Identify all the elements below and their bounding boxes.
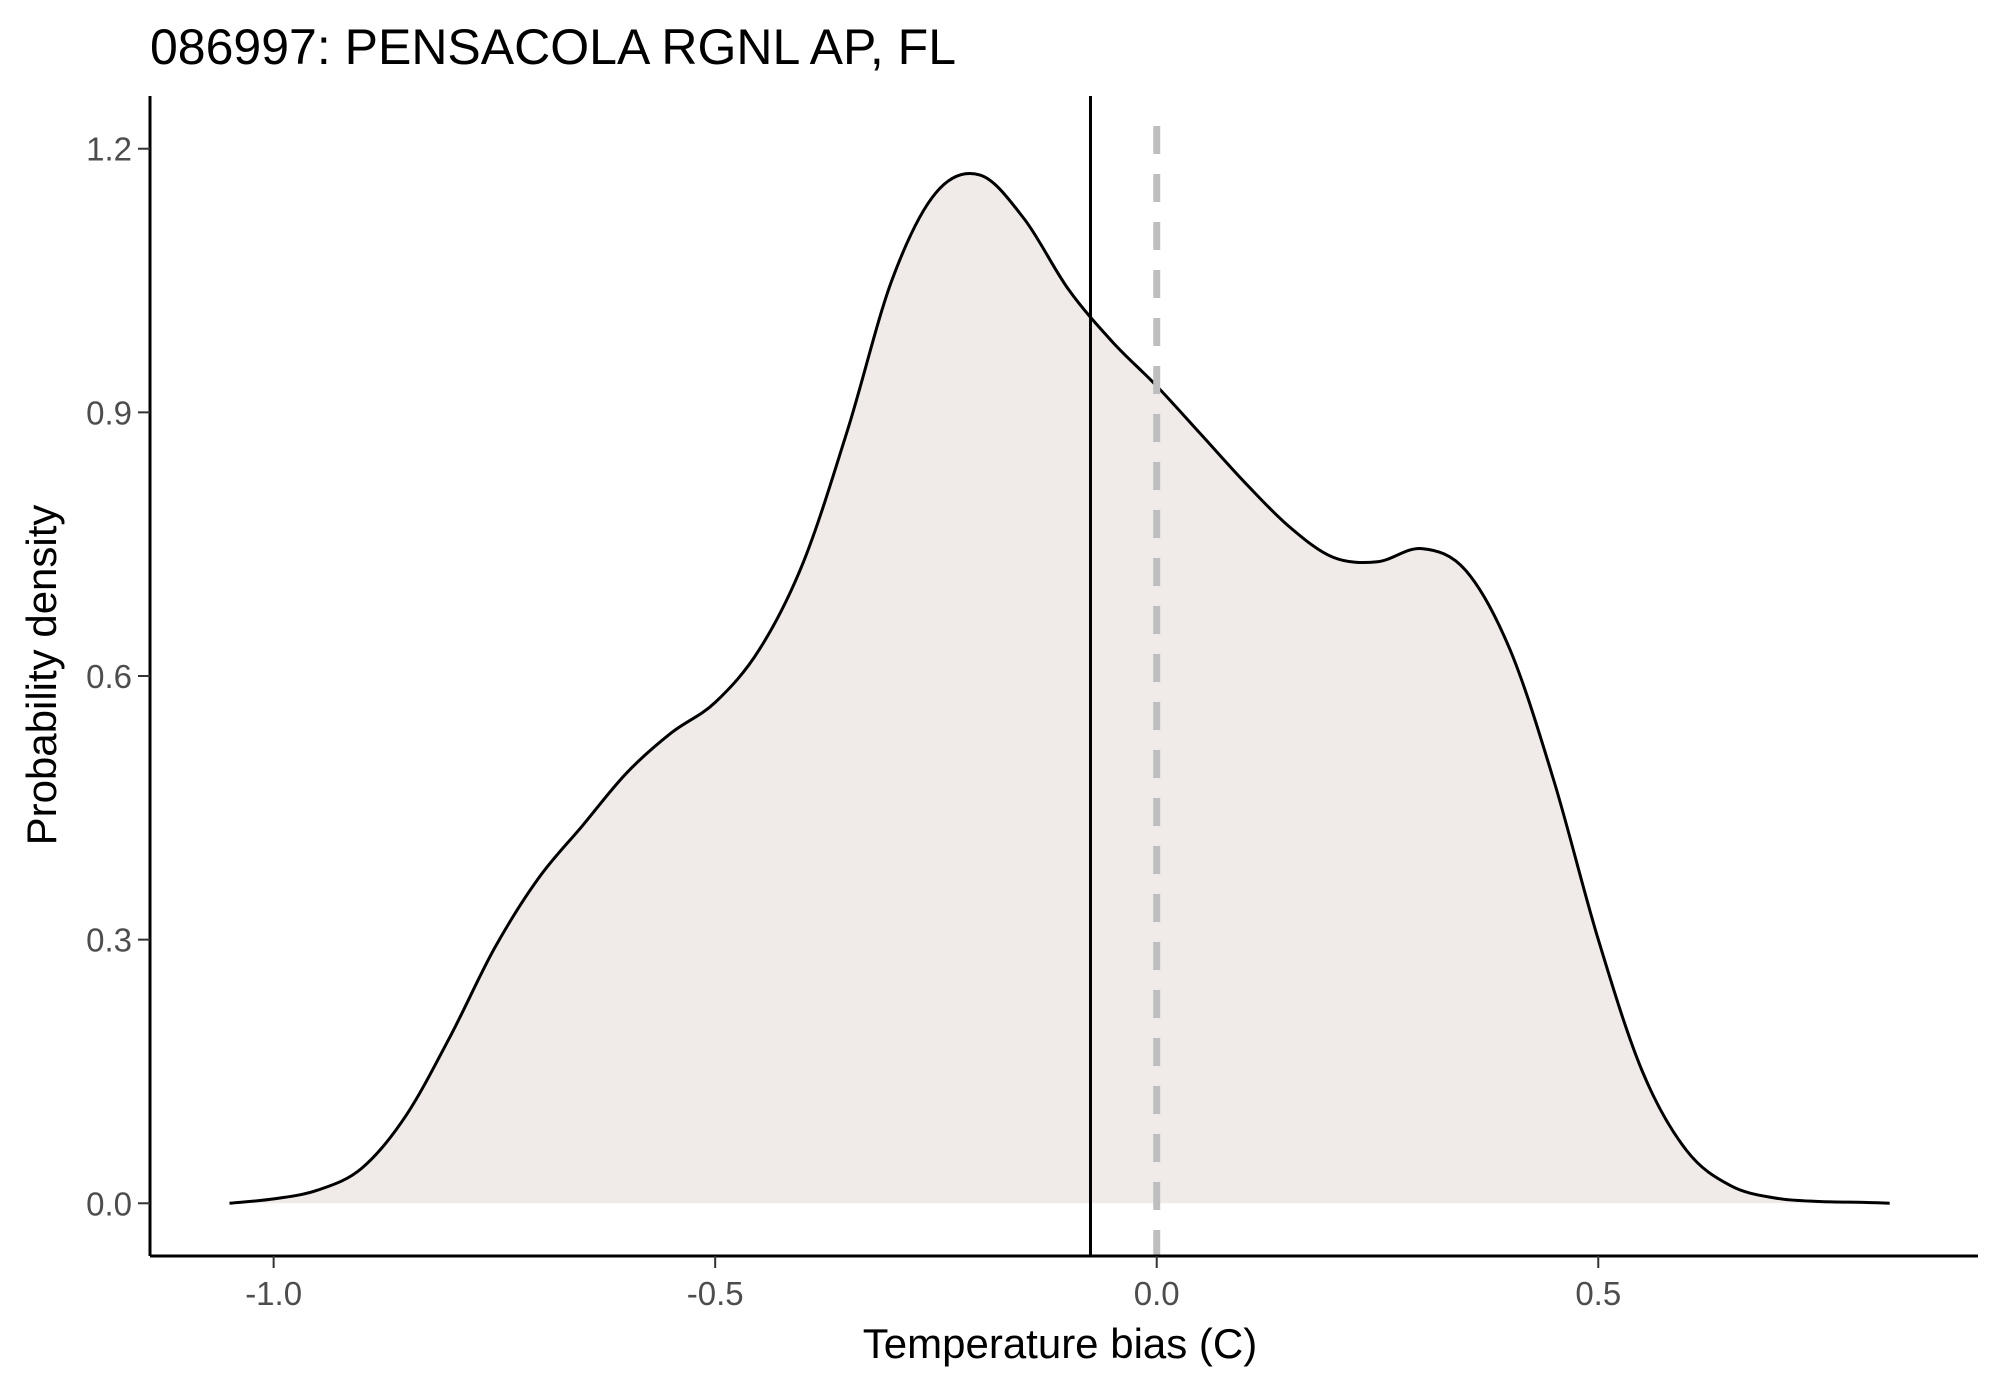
reference-lines: [1088, 96, 1161, 1256]
x-tick-label: -0.5: [687, 1275, 744, 1312]
x-tick-label: 0.5: [1575, 1275, 1621, 1312]
y-tick-label: 0.0: [86, 1185, 132, 1222]
y-tick-label: 0.3: [86, 922, 132, 959]
x-axis-ticks: -1.0 -0.5 0.0 0.5: [245, 1256, 1621, 1312]
y-tick-label: 0.6: [86, 658, 132, 695]
x-tick-label: 0.0: [1134, 1275, 1180, 1312]
y-axis-title: Probability density: [18, 505, 65, 846]
y-tick-label: 1.2: [86, 131, 132, 168]
chart-title: 086997: PENSACOLA RGNL AP, FL: [150, 19, 956, 75]
y-tick-label: 0.9: [86, 394, 132, 431]
density-line: [229, 172, 1890, 1205]
y-axis-ticks: 0.0 0.3 0.6 0.9 1.2: [86, 131, 150, 1222]
density-area: [229, 173, 1890, 1204]
plot-area: [229, 96, 1890, 1256]
x-axis-title: Temperature bias (C): [863, 1320, 1257, 1367]
x-tick-label: -1.0: [245, 1275, 302, 1312]
